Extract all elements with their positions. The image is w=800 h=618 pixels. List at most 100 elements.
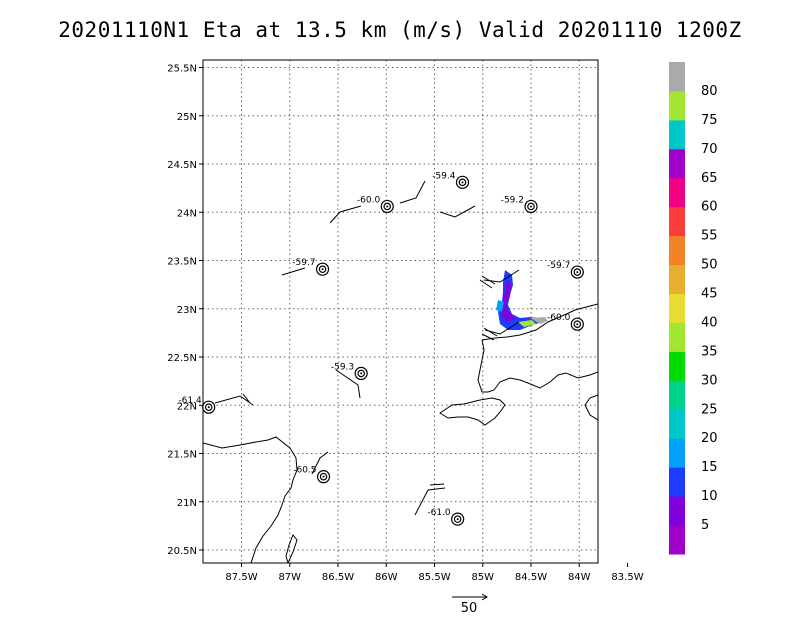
- coastlines: [203, 303, 598, 563]
- wind-barb: [479, 269, 520, 289]
- colorbar-label: 75: [701, 113, 718, 128]
- lat-tick-label: 21.5N: [167, 450, 197, 461]
- station-marker: -59.3: [331, 362, 368, 381]
- station-label: -59.7: [292, 258, 315, 268]
- colorbar-label: 70: [701, 142, 718, 157]
- coastline-isla-juventud: [439, 397, 506, 426]
- map-frame: [202, 59, 599, 564]
- grid-lines: [203, 60, 598, 563]
- colorbar-label: 55: [701, 229, 718, 244]
- wind-barbs: [214, 180, 520, 516]
- lat-tick-label: 20.5N: [167, 546, 197, 557]
- colorbar-swatch: [669, 496, 685, 526]
- lon-tick-label: 84W: [568, 572, 591, 583]
- colorbar: 5 10 15 20 25 30 35 40 45 50 55 60 65 70 75 80: [669, 62, 718, 555]
- colorbar-swatch: [669, 438, 685, 468]
- colorbar-label: 60: [701, 200, 718, 215]
- colorbar-label: 15: [701, 460, 718, 475]
- colorbar-label: 5: [701, 518, 709, 533]
- colorbar-label: 10: [701, 489, 718, 504]
- colorbar-label: 50: [701, 258, 718, 273]
- colorbar-swatch: [669, 90, 685, 121]
- station-label: -59.3: [331, 362, 354, 372]
- lat-tick-label: 24.5N: [167, 160, 197, 171]
- station-marker: -60.5: [293, 466, 331, 484]
- colorbar-label: 20: [701, 431, 718, 446]
- lat-tick-label: 23.5N: [167, 257, 197, 268]
- colorbar-label: 65: [701, 171, 718, 186]
- colorbar-swatch: [669, 525, 685, 555]
- station-label: -60.5: [293, 466, 316, 476]
- station-marker: -59.7: [547, 261, 584, 279]
- colorbar-swatch: [669, 177, 685, 208]
- colorbar-label: 35: [701, 344, 718, 359]
- colorbar-swatch: [669, 119, 685, 150]
- colorbar-label: 25: [701, 402, 718, 417]
- lon-tick-label: 83.5W: [611, 572, 643, 583]
- colorbar-swatch: [669, 467, 685, 497]
- colorbar-swatch: [669, 264, 685, 295]
- colorbar-swatch: [669, 206, 685, 237]
- wind-barb: [399, 180, 426, 204]
- wind-barb: [281, 267, 306, 276]
- coastline-cuba-south: [477, 339, 598, 393]
- colorbar-label: 40: [701, 315, 718, 330]
- station-label: -59.4: [432, 171, 456, 181]
- lat-tick-label: 24N: [177, 208, 197, 219]
- lon-tick-label: 87W: [278, 572, 301, 583]
- station-label: -61.0: [427, 508, 451, 518]
- lat-tick-label: 21N: [177, 498, 197, 509]
- station-marker: -61.0: [427, 508, 465, 526]
- colorbar-swatch: [669, 148, 685, 179]
- station-label: -60.0: [357, 195, 381, 205]
- lat-tick-label: 25N: [177, 112, 197, 123]
- colorbar-swatch: [669, 351, 685, 381]
- coastline-cozumel: [285, 534, 298, 563]
- reference-vector: 50: [452, 593, 488, 616]
- wind-barb: [335, 369, 361, 399]
- station-label: -60.0: [547, 313, 571, 323]
- colorbar-swatch: [669, 380, 685, 410]
- coastline-cuba-east: [584, 394, 598, 421]
- station-marker: -59.7: [292, 258, 330, 276]
- wind-barb: [439, 205, 476, 218]
- wind-barb: [414, 483, 446, 516]
- station-marker: -59.2: [501, 195, 538, 214]
- station-label: -59.7: [547, 261, 570, 271]
- lon-tick-label: 86.5W: [322, 572, 354, 583]
- colorbar-label: 80: [701, 84, 718, 99]
- colorbar-swatch: [669, 322, 685, 352]
- wind-barb: [481, 321, 520, 341]
- lon-tick-label: 84.5W: [515, 572, 547, 583]
- lon-tick-label: 85W: [471, 572, 494, 583]
- lat-tick-label: 22N: [177, 401, 197, 412]
- colorbar-swatch: [669, 235, 685, 266]
- wind-barb: [329, 205, 362, 224]
- station-marker: -60.0: [357, 195, 394, 214]
- map-axes: 25.5N 25N 24.5N 24N 23.5N 23N 22.5N 22N 21.5N 21N…: [167, 64, 643, 584]
- map-title: 20201110N1 Eta at 13.5 km (m/s) Valid 20…: [58, 18, 742, 42]
- lat-tick-label: 22.5N: [167, 353, 197, 364]
- station-label: -61.4: [178, 396, 202, 406]
- coastline-cuba-north: [481, 303, 598, 341]
- colorbar-label: 45: [701, 287, 718, 302]
- colorbar-swatch: [669, 62, 685, 92]
- stations: -59.4 -60.0 -59.2 -59.7 -59.7 -60.0 -59.3 -61.4…: [178, 171, 584, 526]
- wind-shading: [496, 270, 548, 330]
- station-label: -59.2: [501, 195, 524, 205]
- colorbar-swatch: [669, 293, 685, 323]
- lat-tick-label: 25.5N: [167, 64, 197, 75]
- station-marker: -59.4: [432, 171, 470, 189]
- wind-barb: [214, 393, 254, 406]
- lat-tick-label: 23N: [177, 305, 197, 316]
- lon-tick-label: 86W: [375, 572, 398, 583]
- station-marker: -60.0: [547, 313, 584, 331]
- lon-tick-label: 87.5W: [225, 572, 257, 583]
- colorbar-label: 30: [701, 373, 718, 388]
- reference-vector-label: 50: [461, 601, 478, 616]
- lon-tick-label: 85.5W: [418, 572, 450, 583]
- wind-barb: [311, 451, 329, 475]
- coastline-yucatan: [203, 436, 298, 563]
- colorbar-swatch: [669, 409, 685, 439]
